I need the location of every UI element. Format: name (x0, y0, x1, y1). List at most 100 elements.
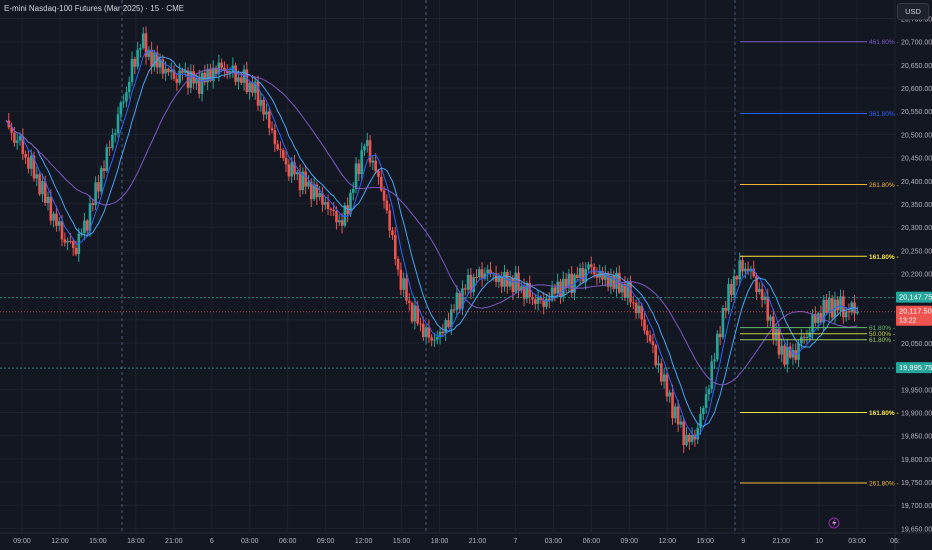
x-tick-label: 09:00 (317, 538, 335, 545)
candle-body (57, 221, 61, 226)
y-tick-label: 20,400.00 (901, 179, 932, 186)
candle-body (167, 68, 170, 73)
candle-body (301, 171, 305, 191)
candle-body (497, 277, 501, 282)
candle-body (77, 233, 81, 255)
candle-body (788, 346, 792, 358)
candle-body (578, 268, 582, 278)
candle-body (43, 181, 47, 204)
candle-body (836, 299, 840, 311)
x-tick-label: 15:00 (696, 538, 714, 545)
candle-body (99, 168, 103, 192)
y-tick-label: 19,800.00 (901, 457, 932, 464)
candle-body (615, 272, 618, 289)
price-tag-label: 19,995.75 (899, 363, 932, 372)
candle-body (332, 209, 335, 212)
candle-body (421, 323, 425, 338)
candle-body (94, 182, 97, 206)
fib-level-label: 50.00% - (869, 331, 895, 338)
y-tick-label: 20,550.00 (901, 109, 932, 116)
candle-body (634, 302, 638, 314)
candle-body (545, 298, 548, 307)
candle-body (441, 331, 445, 334)
y-tick-label: 20,350.00 (901, 202, 932, 209)
candle-body (276, 144, 279, 150)
currency-button[interactable]: USD (897, 3, 929, 20)
candle-body (710, 361, 714, 389)
candle-body (564, 278, 568, 287)
candle-body (349, 192, 352, 215)
candle-body (259, 99, 263, 106)
candle-body (293, 162, 296, 175)
candle-body (668, 392, 672, 397)
x-tick-label: 15:00 (89, 538, 107, 545)
candle-body (533, 299, 537, 304)
x-tick-label: 03:00 (241, 538, 259, 545)
candle-body (35, 174, 39, 179)
fib-level-label: 461.80% - (869, 39, 899, 46)
candle-body (575, 274, 579, 278)
candle-body (640, 305, 644, 320)
candle-body (396, 258, 400, 270)
candle-body (786, 346, 789, 365)
candle-body (629, 282, 632, 303)
price-tag-label: 20,117.50 (899, 307, 932, 316)
candle-body (402, 278, 405, 290)
candle-body (430, 337, 433, 341)
y-tick-label: 20,050.00 (901, 341, 932, 348)
candle-body (186, 70, 190, 88)
candle-body (183, 70, 187, 73)
candle-body (735, 276, 739, 280)
candle-body (783, 345, 786, 365)
candle-body (399, 269, 403, 290)
candle-body (256, 81, 260, 106)
candle-body (32, 155, 36, 179)
candle-body (150, 49, 153, 67)
x-tick-label: 6 (210, 538, 214, 545)
candle-body (262, 99, 265, 115)
candle-body (351, 189, 355, 193)
candle-body (21, 136, 25, 154)
candle-body (175, 78, 179, 83)
candle-body (248, 82, 251, 93)
candle-body (690, 434, 694, 442)
candle-body (116, 114, 120, 134)
fib-level-label: 161.80% - (869, 410, 899, 417)
candle-body (449, 309, 453, 328)
candle-body (676, 406, 680, 425)
candle-body (539, 297, 543, 300)
candle-body (500, 277, 503, 287)
candle-body (329, 208, 333, 210)
candle-body (290, 162, 293, 177)
candle-body (721, 308, 725, 338)
y-tick-label: 20,750.00 (901, 17, 932, 24)
candle-body (405, 278, 408, 301)
candle-body (97, 182, 100, 192)
candle-body (814, 313, 817, 323)
candle-body (609, 275, 613, 287)
candle-body (24, 153, 27, 158)
candle-body (200, 72, 204, 94)
price-tag (896, 305, 932, 326)
candle-body (133, 58, 137, 67)
x-tick-label: 7 (513, 538, 517, 545)
y-tick-label: 20,650.00 (901, 63, 932, 70)
candle-body (741, 260, 744, 272)
candle-body (287, 164, 291, 177)
candle-body (550, 287, 554, 301)
y-tick-label: 19,950.00 (901, 387, 932, 394)
x-tick-label: 09:00 (13, 538, 31, 545)
y-tick-label: 19,650.00 (901, 526, 932, 533)
x-tick-label: 15:00 (393, 538, 411, 545)
candle-body (197, 77, 201, 94)
candle-body (309, 181, 313, 200)
candle-body (270, 128, 274, 131)
candle-body (125, 92, 128, 102)
candle-body (206, 69, 209, 83)
candle-body (685, 434, 688, 446)
candle-body (438, 331, 442, 338)
candle-body (839, 296, 842, 311)
candle-body (693, 434, 697, 440)
candle-body (769, 316, 772, 321)
